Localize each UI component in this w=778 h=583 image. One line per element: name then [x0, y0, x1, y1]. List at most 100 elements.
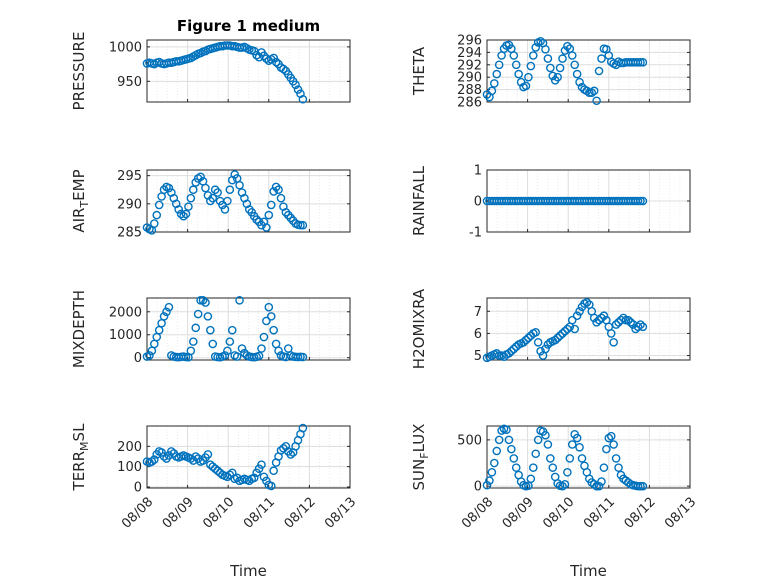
y-tick-label: 295	[117, 169, 142, 184]
y-tick-label: 1000	[109, 40, 142, 55]
data-point	[550, 335, 560, 345]
data-point	[577, 454, 587, 463]
data-point	[259, 332, 269, 342]
data-point	[193, 309, 203, 319]
data-point	[507, 444, 516, 454]
data-point	[553, 333, 562, 343]
data-point	[555, 331, 565, 340]
data-point	[609, 440, 618, 449]
y-tick-label: 285	[117, 226, 142, 241]
data-point	[636, 320, 645, 329]
data-point	[521, 335, 531, 345]
data-point	[592, 481, 601, 491]
y-tick-label: 5	[474, 349, 482, 364]
y-tick-label: 292	[457, 58, 482, 73]
data-point	[298, 94, 308, 104]
data-point	[291, 80, 300, 90]
data-point	[492, 446, 502, 456]
data-point	[269, 325, 278, 335]
data-point	[509, 454, 519, 463]
data-point	[487, 467, 497, 477]
data-point	[567, 440, 577, 449]
data-point	[225, 185, 235, 195]
data-point	[509, 344, 519, 354]
data-point	[264, 210, 274, 220]
data-point	[150, 219, 159, 228]
data-point	[198, 295, 208, 305]
data-point	[597, 313, 606, 323]
data-point	[565, 454, 575, 463]
data-point	[526, 474, 536, 484]
data-point	[159, 452, 169, 461]
data-point	[606, 329, 616, 338]
data-point	[548, 71, 558, 81]
axes-box	[146, 169, 351, 233]
y-tick-label: 100	[117, 460, 142, 475]
data-point	[589, 86, 599, 96]
data-point	[524, 72, 533, 82]
data-point	[201, 298, 210, 307]
x-axis-label: Time	[569, 562, 607, 580]
y-axis-label-1: THETA	[410, 46, 428, 96]
data-point	[274, 185, 283, 195]
axes-box	[486, 39, 691, 103]
y-tick-label: 286	[457, 96, 482, 111]
data-point	[548, 463, 558, 472]
data-point	[274, 346, 283, 356]
data-point	[572, 311, 582, 321]
data-point	[191, 452, 201, 461]
data-point	[546, 63, 555, 73]
data-point	[220, 205, 230, 214]
data-point	[626, 318, 636, 327]
axes-box	[146, 425, 351, 489]
subplot-5: 5 6 7 H2OMIXRA	[410, 288, 691, 369]
data-point	[206, 325, 215, 335]
data-point	[531, 43, 541, 52]
data-point	[298, 352, 308, 362]
data-point	[249, 473, 259, 483]
data-point	[567, 315, 577, 325]
data-point	[188, 337, 198, 346]
y-tick-label: 6	[474, 327, 482, 342]
data-point	[526, 61, 536, 71]
data-point	[276, 193, 286, 203]
data-point	[594, 481, 604, 491]
data-point	[232, 352, 242, 361]
data-point	[186, 346, 196, 356]
subplot-0: 950 1000 Figure 1 medium PRESSURE	[70, 17, 351, 110]
data-point	[541, 344, 550, 354]
data-point	[145, 351, 154, 360]
data-point	[176, 209, 186, 219]
data-point	[507, 346, 516, 356]
data-point	[150, 455, 159, 464]
data-point	[269, 466, 278, 476]
data-point	[536, 36, 545, 46]
data-point	[225, 337, 235, 346]
data-point	[541, 45, 550, 54]
data-point	[563, 467, 572, 477]
data-point	[543, 54, 553, 63]
data-point	[235, 295, 244, 305]
y-axis-label-5: H2OMIXRA	[410, 288, 428, 369]
data-point	[164, 183, 174, 193]
data-point	[609, 337, 618, 347]
y-tick-label: 2000	[109, 305, 142, 320]
data-point	[296, 220, 305, 230]
data-point	[492, 349, 502, 358]
data-point	[633, 481, 643, 491]
y-tick-label: 7	[474, 305, 482, 320]
y-axis-label-3: RAINFALL	[410, 165, 428, 236]
data-point	[597, 477, 606, 486]
subplot-4: 0 1000 2000 MIXDEPTH	[70, 290, 351, 368]
x-axis-label: Time	[229, 562, 267, 580]
data-point	[159, 312, 169, 321]
data-point	[196, 295, 205, 305]
axes-box	[146, 39, 351, 103]
data-point	[633, 58, 643, 67]
data-point	[558, 481, 567, 491]
data-point	[490, 458, 499, 468]
axes-box	[486, 425, 691, 489]
subplot-2: 285 290 295 AIRTEMP	[70, 169, 351, 241]
data-point	[262, 316, 271, 326]
